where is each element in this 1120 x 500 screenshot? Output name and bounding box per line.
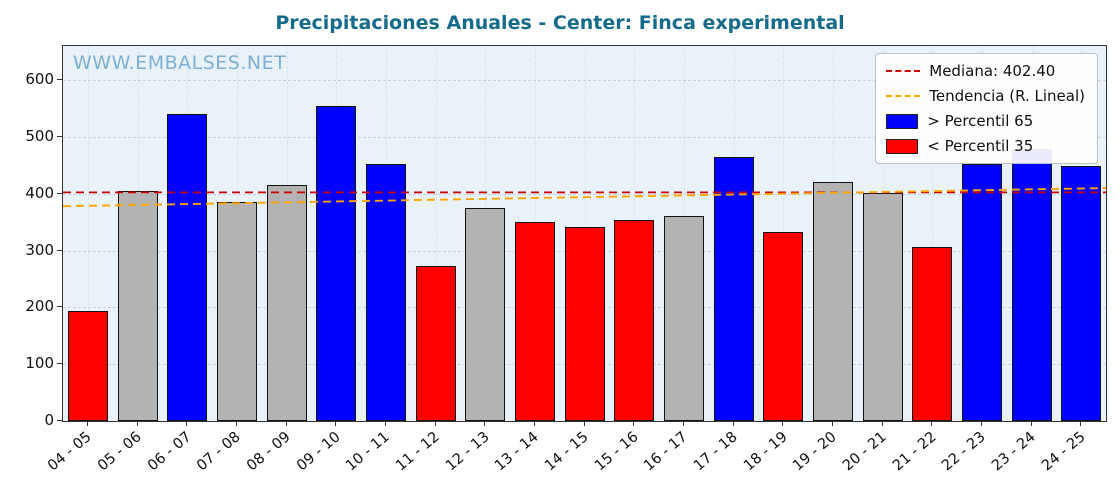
y-tick-mark: [57, 192, 62, 194]
y-tick-mark: [57, 420, 62, 421]
x-tick-label-text: 13 - 14: [492, 429, 543, 475]
bar-19-20: [812, 182, 853, 421]
legend-label-tendencia: Tendencia (R. Lineal): [929, 87, 1085, 105]
y-tick-label: 200: [25, 297, 54, 316]
x-tick-mark: [980, 421, 982, 426]
x-tick-mark: [1030, 421, 1032, 426]
y-tick-mark: [57, 249, 62, 251]
bar-10-11: [365, 164, 406, 421]
bar-18-19: [763, 231, 804, 421]
x-tick-label-text: 18 - 19: [740, 429, 791, 475]
y-tick-label: 0: [44, 411, 54, 429]
x-tick-mark: [881, 421, 883, 426]
x-tick-mark: [533, 421, 535, 426]
x-tick-label-text: 22 - 23: [939, 429, 990, 475]
x-tick-label-text: 21 - 22: [889, 429, 940, 475]
x-tick-label-text: 10 - 11: [343, 429, 394, 475]
bar-22-23: [961, 163, 1002, 421]
x-tick-mark: [1080, 421, 1082, 426]
bar-23-24: [1011, 149, 1052, 421]
bar-05-06: [117, 190, 158, 421]
gridline-v: [87, 46, 89, 421]
gridline-v: [435, 46, 437, 421]
legend-item-p35: < Percentil 35: [886, 137, 1085, 155]
bar-16-17: [663, 216, 704, 421]
bar-17-18: [713, 156, 754, 421]
x-tick-mark: [732, 421, 734, 426]
p35-swatch-icon: [886, 138, 919, 154]
x-tick-mark: [86, 421, 88, 426]
x-tick-label-text: 14 - 15: [542, 429, 592, 475]
x-tick-label-text: 16 - 17: [641, 429, 692, 475]
x-tick-mark: [831, 421, 833, 426]
bar-07-08: [216, 202, 257, 421]
legend: Mediana: 402.40 Tendencia (R. Lineal) > …: [875, 53, 1098, 164]
y-tick-label: 300: [25, 240, 54, 259]
legend-label-p35: < Percentil 35: [927, 137, 1034, 155]
y-tick-label: 500: [25, 126, 54, 145]
x-tick-label-text: 05 - 06: [95, 429, 145, 475]
x-tick-mark: [682, 421, 684, 426]
y-tick-mark: [57, 306, 62, 308]
x-tick-label-text: 19 - 20: [790, 429, 841, 475]
watermark: WWW.EMBALSES.NET: [73, 52, 287, 74]
legend-item-mediana: Mediana: 402.40: [886, 62, 1085, 80]
bar-14-15: [564, 226, 605, 421]
p65-swatch-icon: [886, 113, 919, 129]
x-tick-label-text: 23 - 24: [989, 429, 1039, 475]
x-tick-mark: [285, 421, 287, 426]
bar-24-25: [1061, 166, 1102, 421]
trend-line-swatch-icon: [886, 95, 921, 97]
y-tick-label: 600: [25, 70, 54, 89]
x-tick-mark: [384, 421, 386, 426]
bar-20-21: [862, 192, 903, 421]
legend-label-p65: > Percentil 65: [927, 112, 1034, 130]
y-tick-mark: [57, 363, 62, 365]
bar-21-22: [912, 246, 953, 421]
x-tick-mark: [931, 421, 933, 426]
legend-item-p65: > Percentil 65: [886, 112, 1085, 130]
x-tick-mark: [335, 421, 337, 426]
gridline-v: [932, 46, 934, 421]
plot-area: WWW.EMBALSES.NET Mediana: 402.40 Tendenc…: [62, 45, 1107, 422]
median-line-swatch-icon: [886, 70, 921, 72]
bar-04-05: [67, 311, 108, 421]
bar-13-14: [514, 222, 555, 421]
y-tick-label: 100: [25, 354, 54, 373]
x-tick-mark: [186, 421, 188, 426]
x-tick-label-text: 09 - 10: [293, 429, 344, 475]
bar-11-12: [415, 265, 456, 421]
legend-label-mediana: Mediana: 402.40: [929, 62, 1056, 80]
bar-15-16: [614, 219, 655, 421]
x-tick-label-text: 15 - 16: [591, 429, 642, 475]
x-tick-mark: [583, 421, 585, 426]
x-tick-mark: [235, 421, 237, 426]
x-tick-label-text: 08 - 09: [244, 429, 294, 475]
bar-09-10: [316, 105, 357, 421]
legend-item-tendencia: Tendencia (R. Lineal): [886, 87, 1085, 105]
bar-06-07: [167, 114, 208, 421]
x-tick-label-text: 04 - 05: [45, 429, 96, 475]
x-tick-mark: [434, 421, 436, 426]
bar-12-13: [465, 207, 506, 421]
x-tick-label-text: 20 - 21: [840, 429, 890, 475]
x-tick-label-text: 06 - 07: [144, 429, 195, 475]
x-tick-label-text: 12 - 13: [442, 429, 493, 475]
x-tick-label-text: 17 - 18: [691, 429, 741, 475]
x-tick-label-text: 07 - 08: [194, 429, 245, 475]
x-tick-mark: [782, 421, 784, 426]
x-tick-label-text: 24 - 25: [1038, 429, 1089, 475]
x-tick-mark: [136, 421, 138, 426]
y-tick-mark: [57, 79, 62, 81]
x-tick-mark: [484, 421, 486, 426]
x-tick-mark: [633, 421, 635, 426]
chart-title: Precipitaciones Anuales - Center: Finca …: [275, 12, 845, 34]
bar-08-09: [266, 185, 307, 421]
x-tick-label-text: 11 - 12: [393, 429, 443, 475]
y-tick-mark: [57, 135, 62, 137]
y-tick-label: 400: [25, 183, 54, 202]
